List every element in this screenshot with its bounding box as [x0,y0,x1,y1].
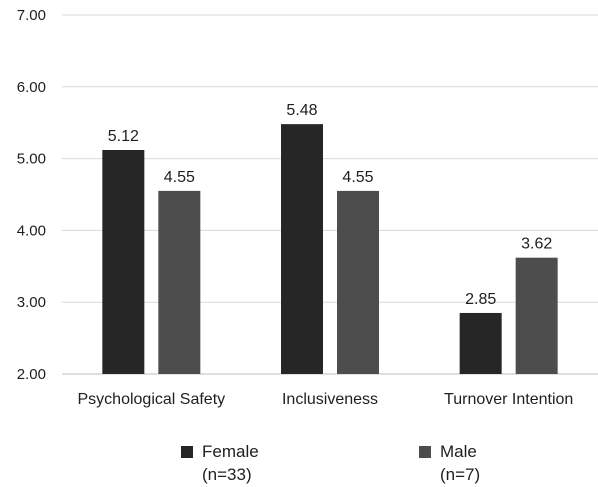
legend-label-female: Female [202,442,259,461]
legend-female: Female (n=33) [181,440,259,486]
data-label: 4.55 [342,169,373,186]
legend-label-male: Male [440,442,477,461]
category-label: Psychological Safety [78,391,226,408]
bar-female-2 [459,312,502,374]
data-label: 4.55 [164,169,195,186]
y-tick-label: 2.00 [17,366,46,383]
data-label: 3.62 [521,236,552,253]
legend-count-female: (n=33) [202,465,252,484]
y-tick-label: 7.00 [17,7,46,24]
bar-chart: 2.00 3.00 4.00 5.00 6.00 7.00 5.12 4.55 Psycholo… [17,7,598,408]
y-tick-label: 4.00 [17,222,46,239]
bar-male-2 [515,257,558,374]
bar-female-0 [102,149,145,374]
y-tick-label: 3.00 [17,294,46,311]
bar-male-0 [158,190,201,374]
category-label: Turnover Intention [444,391,573,408]
data-label: 5.48 [286,102,317,119]
legend-male: Male (n=7) [419,440,480,486]
y-tick-label: 6.00 [17,79,46,96]
bar-male-1 [337,190,379,374]
legend-count-male: (n=7) [440,465,481,484]
category-label: Inclusiveness [282,391,378,408]
bar-female-1 [281,124,323,374]
legend-swatch-male [419,446,431,458]
data-label: 5.12 [108,128,139,145]
legend-swatch-female [181,446,193,458]
data-label: 2.85 [465,291,496,308]
y-tick-label: 5.00 [17,151,46,168]
